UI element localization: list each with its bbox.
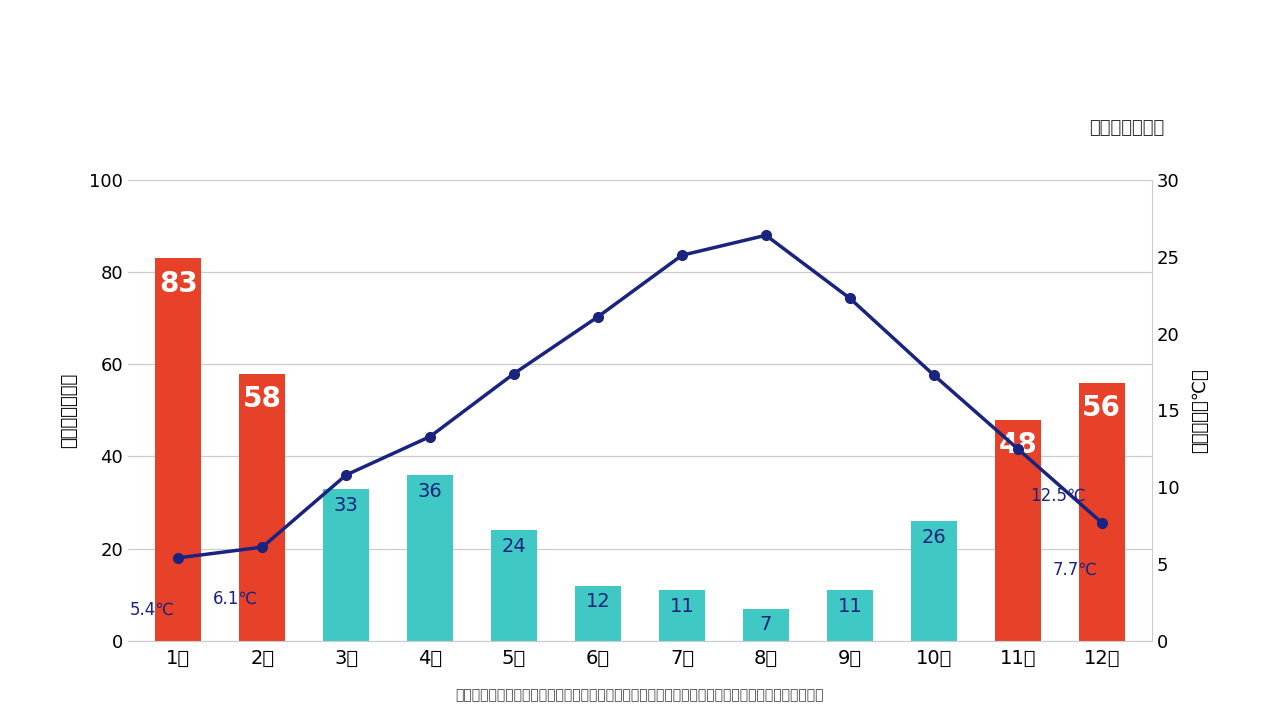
Bar <box>910 521 957 641</box>
Text: 83: 83 <box>159 270 197 298</box>
Text: 33: 33 <box>334 495 358 515</box>
Text: 36: 36 <box>417 482 443 501</box>
Text: （令和３年度）: （令和３年度） <box>1089 119 1165 137</box>
Y-axis label: 搬送者数（人）: 搬送者数（人） <box>60 373 78 448</box>
Text: 58: 58 <box>243 385 282 413</box>
Text: 5.4℃: 5.4℃ <box>129 601 174 619</box>
Y-axis label: 平均気温（℃）: 平均気温（℃） <box>1190 368 1210 453</box>
Text: 24: 24 <box>502 537 526 556</box>
Text: 7: 7 <box>760 616 772 634</box>
Bar <box>659 590 705 641</box>
Text: 東京の月平均気温と渺れる事故の搬送者数: 東京の月平均気温と渺れる事故の搬送者数 <box>324 29 956 83</box>
Text: 11: 11 <box>837 597 863 616</box>
Text: 56: 56 <box>1082 395 1121 422</box>
Text: 7.7℃: 7.7℃ <box>1052 561 1097 579</box>
Text: 12: 12 <box>586 593 611 611</box>
Bar <box>492 530 538 641</box>
Bar <box>407 475 453 641</box>
Text: 消費者庁　高齢者の事故に関するデータとアドバイス等、気象庁　過去の気象データ検索より作成: 消費者庁 高齢者の事故に関するデータとアドバイス等、気象庁 過去の気象データ検索… <box>456 688 824 702</box>
Text: 26: 26 <box>922 528 946 547</box>
Bar <box>155 258 201 641</box>
Bar <box>742 608 788 641</box>
Bar <box>239 374 285 641</box>
Bar <box>995 420 1041 641</box>
Text: 6.1℃: 6.1℃ <box>212 590 259 608</box>
Text: 48: 48 <box>998 431 1037 459</box>
Text: 12.5℃: 12.5℃ <box>1030 487 1085 505</box>
Bar <box>575 585 621 641</box>
Bar <box>323 489 370 641</box>
Text: 11: 11 <box>669 597 694 616</box>
Bar <box>827 590 873 641</box>
Bar <box>1079 383 1125 641</box>
